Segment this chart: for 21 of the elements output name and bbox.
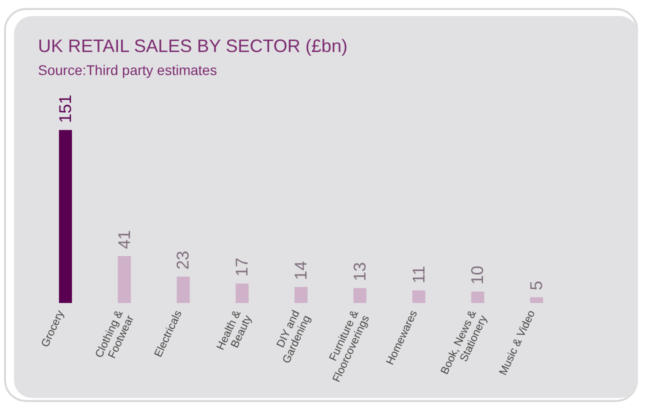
chart-title: UK RETAIL SALES BY SECTOR (£bn) bbox=[38, 36, 348, 57]
data-label: 17 bbox=[232, 258, 252, 277]
bar bbox=[236, 284, 249, 303]
bar bbox=[412, 290, 426, 303]
bar bbox=[118, 256, 131, 303]
data-label: 151 bbox=[56, 94, 75, 123]
bar bbox=[530, 297, 544, 303]
bar bbox=[294, 286, 308, 303]
data-label: 11 bbox=[409, 266, 428, 284]
bar bbox=[353, 288, 366, 303]
data-label: 23 bbox=[174, 250, 193, 270]
data-label: 14 bbox=[292, 261, 311, 280]
chart-subtitle: Source:Third party estimates bbox=[38, 62, 217, 78]
data-label: 5 bbox=[527, 280, 546, 290]
bar bbox=[58, 130, 72, 303]
data-label: 10 bbox=[468, 266, 488, 285]
bar bbox=[471, 292, 484, 303]
data-label: 41 bbox=[114, 230, 134, 250]
bar bbox=[176, 276, 190, 303]
data-label: 13 bbox=[350, 262, 370, 282]
x-tick-label: Music & Video bbox=[497, 308, 538, 378]
